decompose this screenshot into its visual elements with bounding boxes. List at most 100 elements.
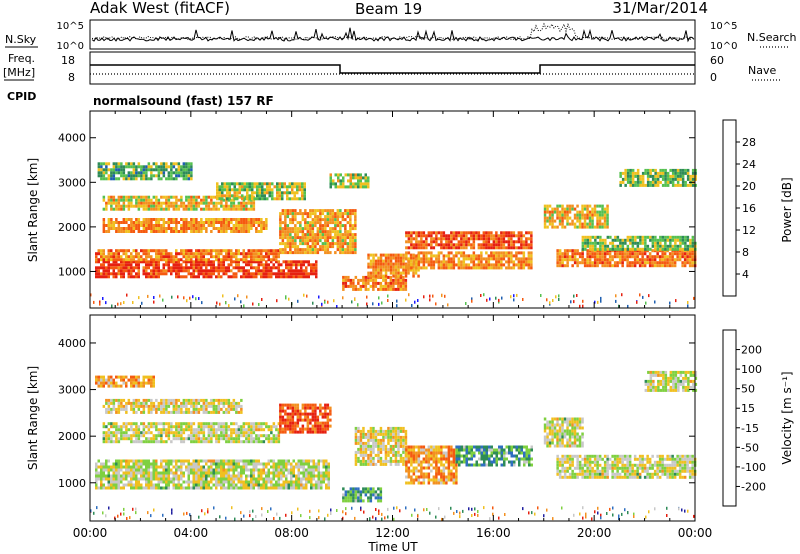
power-cell: [187, 260, 190, 264]
power-cell: [235, 207, 238, 211]
power-cell: [132, 275, 135, 279]
velocity-cell: [102, 465, 105, 469]
power-cell: [619, 238, 622, 242]
power-cell: [110, 263, 113, 267]
power-cell: [374, 281, 378, 285]
power-cell: [311, 248, 315, 252]
power-cell: [331, 212, 335, 216]
velocity-cell: [297, 471, 300, 475]
power-cell: [195, 224, 198, 227]
power-cell: [586, 261, 589, 265]
velocity-cell: [237, 434, 241, 438]
velocity-cell: [277, 431, 281, 435]
velocity-cell: [210, 480, 213, 484]
power-cell: [576, 249, 579, 253]
power-cell: [187, 207, 191, 211]
velocity-cell: [115, 434, 118, 438]
velocity-cell: [225, 437, 228, 441]
power-cell: [155, 165, 158, 169]
velocity-cell: [110, 477, 113, 481]
velocity-cell: [265, 425, 268, 429]
power-cell: [137, 252, 140, 256]
velocity-cell: [197, 431, 201, 435]
velocity-cell: [135, 434, 138, 438]
power-noise-cell: [444, 294, 446, 298]
power-cell: [251, 182, 254, 186]
velocity-cell: [240, 434, 243, 438]
velocity-cell: [170, 440, 173, 444]
power-cell: [135, 252, 138, 256]
power-cell: [415, 231, 418, 235]
velocity-cell: [120, 434, 123, 438]
power-cell: [303, 185, 306, 189]
power-cell: [546, 210, 549, 214]
power-cell: [182, 171, 186, 175]
velocity-cell: [215, 462, 218, 466]
velocity-cell: [275, 474, 278, 478]
power-cell: [142, 204, 146, 208]
power-cell: [324, 221, 327, 225]
power-cell: [120, 165, 123, 169]
power-noise-cell: [573, 300, 575, 304]
power-cell: [306, 215, 310, 219]
power-cell: [155, 269, 158, 273]
power-cell: [237, 207, 241, 211]
power-cell: [309, 233, 312, 237]
power-cell: [397, 268, 400, 272]
power-cell: [185, 174, 188, 178]
velocity-cell: [165, 471, 168, 475]
power-cell: [342, 179, 345, 183]
power-cell: [649, 171, 652, 175]
power-cell: [460, 260, 463, 264]
power-cell: [490, 243, 493, 247]
power-cell: [306, 239, 310, 243]
power-cell: [686, 238, 690, 242]
power-cell: [497, 263, 501, 267]
velocity-cell: [282, 483, 285, 487]
power-cell: [172, 177, 176, 181]
power-cell: [656, 241, 660, 245]
power-cell: [462, 240, 466, 244]
power-cell: [432, 246, 436, 250]
velocity-cell: [232, 483, 235, 487]
power-noise-cell: [297, 299, 299, 303]
velocity-cell: [187, 422, 191, 426]
velocity-cell: [110, 407, 113, 411]
power-cell: [586, 204, 589, 208]
power-cell: [286, 239, 290, 243]
power-cell: [475, 263, 478, 267]
power-cell: [425, 266, 428, 270]
power-cell: [180, 201, 183, 205]
velocity-cell: [145, 465, 148, 469]
power-cell: [427, 243, 431, 247]
power-cell: [172, 260, 175, 264]
power-cell: [527, 260, 531, 264]
power-cell: [362, 176, 365, 180]
power-cell: [195, 260, 198, 264]
velocity-cell: [302, 471, 305, 475]
power-cell: [417, 260, 421, 264]
power-cell: [268, 185, 271, 189]
power-cell: [187, 165, 191, 169]
velocity-cell: [185, 468, 188, 472]
power-cell: [160, 195, 163, 199]
power-cell: [556, 264, 559, 268]
power-cell: [684, 241, 687, 245]
power-cell: [349, 173, 352, 177]
power-cell: [367, 176, 370, 180]
velocity-cell: [237, 440, 241, 444]
velocity-cell: [277, 428, 281, 432]
velocity-cell: [227, 428, 231, 432]
power-cell: [510, 260, 513, 264]
power-cell: [197, 230, 201, 233]
power-cell: [608, 261, 612, 265]
power-cell: [432, 254, 436, 258]
power-cell: [97, 249, 100, 253]
velocity-cell: [312, 468, 315, 472]
power-cell: [120, 168, 123, 172]
power-cell: [271, 191, 274, 195]
power-cell: [215, 258, 218, 262]
power-cell: [507, 251, 511, 255]
power-cell: [275, 258, 278, 262]
power-cell: [571, 255, 574, 259]
